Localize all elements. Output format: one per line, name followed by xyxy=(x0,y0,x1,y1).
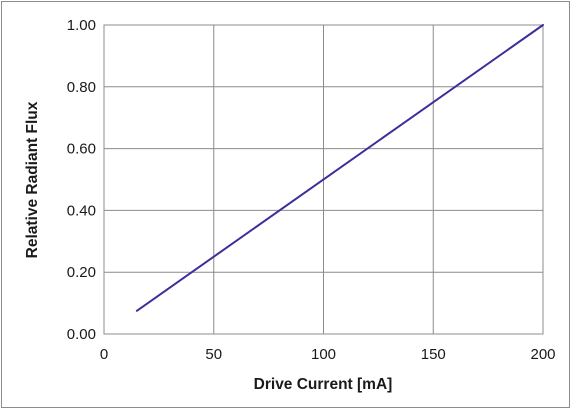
y-tick-label: 0.60 xyxy=(67,141,96,158)
y-tick-label: 0.80 xyxy=(67,79,96,96)
y-axis-title: Relative Radiant Flux xyxy=(24,101,41,258)
y-tick-label: 0.40 xyxy=(67,202,96,219)
x-tick-labels: 0 50 100 150 200 xyxy=(100,346,556,363)
y-tick-label: 0.00 xyxy=(67,326,96,343)
y-tick-label: 0.20 xyxy=(67,264,96,281)
series-line xyxy=(135,24,544,312)
x-axis-title: Drive Current [mA] xyxy=(254,376,393,393)
x-tick-label: 100 xyxy=(311,346,336,363)
series-group xyxy=(135,24,544,312)
x-tick-label: 200 xyxy=(530,346,555,363)
x-tick-label: 150 xyxy=(421,346,446,363)
grid-lines xyxy=(104,25,543,334)
x-tick-label: 50 xyxy=(205,346,222,363)
y-tick-label: 1.00 xyxy=(67,17,96,34)
y-tick-labels: 0.00 0.20 0.40 0.60 0.80 1.00 xyxy=(67,17,96,343)
x-tick-label: 0 xyxy=(100,346,108,363)
